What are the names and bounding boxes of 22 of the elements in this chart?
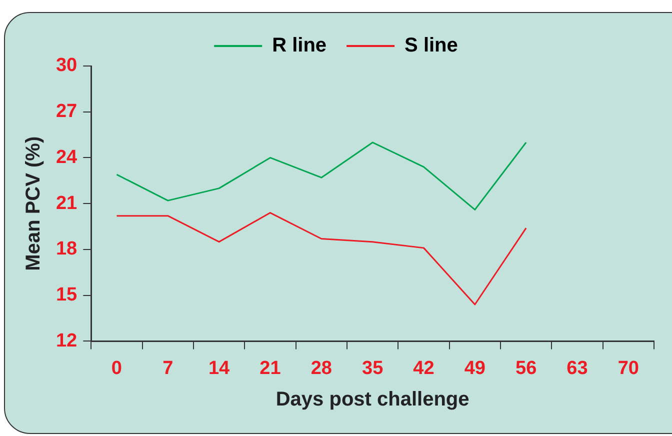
- y-axis-title: Mean PCV (%): [22, 136, 45, 271]
- x-tick-label: 28: [310, 358, 332, 379]
- y-tick-label: 15: [56, 284, 78, 306]
- x-tick-label: 42: [413, 358, 434, 379]
- y-tick-label: 27: [56, 101, 78, 122]
- x-tick-label: 14: [208, 358, 230, 379]
- x-tick-label: 0: [111, 358, 122, 379]
- x-tick-label: 21: [260, 358, 282, 379]
- y-tick-label: 24: [56, 146, 78, 168]
- x-axis-title: Days post challenge: [276, 388, 470, 411]
- x-tick-label: 63: [566, 358, 588, 379]
- x-tick-label: 70: [618, 358, 639, 379]
- y-tick-label: 18: [56, 238, 78, 260]
- y-tick-label: 30: [56, 55, 78, 76]
- legend-label: R line: [272, 34, 327, 57]
- x-tick-label: 7: [162, 358, 174, 379]
- y-tick-label: 21: [56, 192, 78, 214]
- x-tick-label: 56: [516, 358, 537, 379]
- x-tick-label: 49: [464, 358, 486, 379]
- legend-label: S line: [404, 34, 458, 57]
- x-tick-label: 35: [362, 358, 384, 379]
- y-tick-label: 12: [56, 330, 78, 352]
